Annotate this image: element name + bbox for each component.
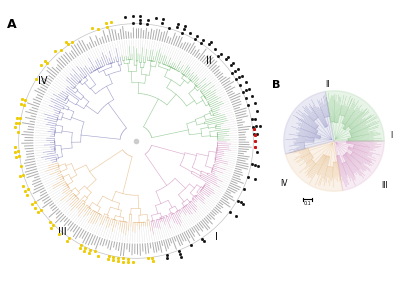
Text: IV: IV <box>280 179 288 188</box>
Text: II: II <box>206 56 212 66</box>
Text: IV: IV <box>38 76 48 86</box>
Wedge shape <box>284 91 334 154</box>
Wedge shape <box>325 91 384 141</box>
Wedge shape <box>334 141 384 191</box>
Text: A: A <box>7 18 16 31</box>
Text: 0.1: 0.1 <box>304 201 311 206</box>
Text: I: I <box>214 232 218 242</box>
Text: III: III <box>381 180 388 190</box>
Wedge shape <box>286 141 343 191</box>
Text: II: II <box>326 80 330 89</box>
Text: III: III <box>58 227 67 237</box>
Text: B: B <box>272 80 281 90</box>
Text: I: I <box>391 131 393 140</box>
